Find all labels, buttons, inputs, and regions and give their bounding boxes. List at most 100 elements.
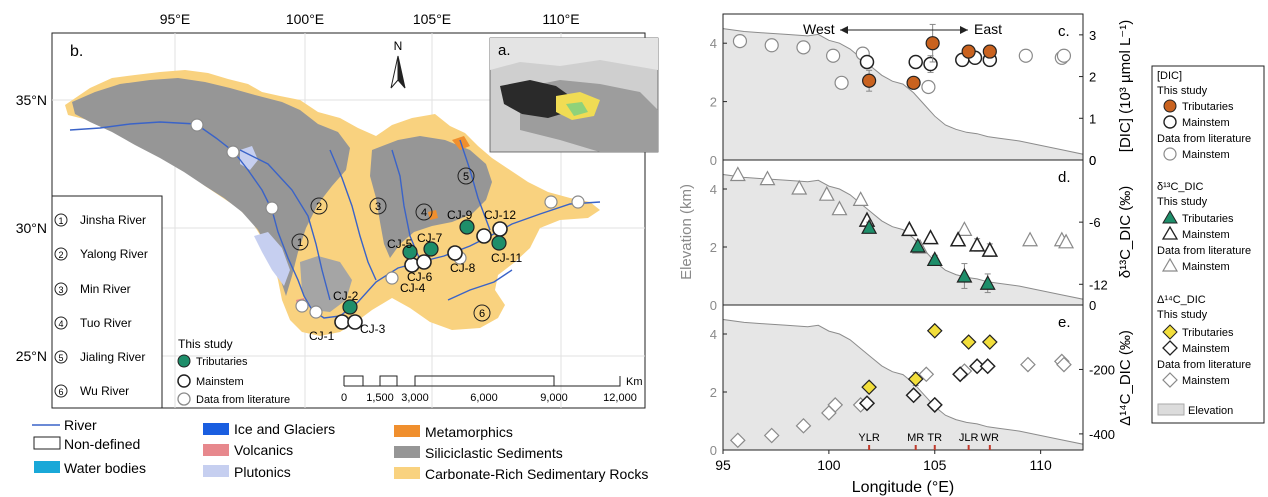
- svg-text:N: N: [394, 39, 403, 53]
- svg-text:6: 6: [479, 308, 485, 320]
- literature-point: [1020, 356, 1036, 373]
- y-tick-label: 3: [1089, 28, 1096, 43]
- tributary-point: [861, 219, 878, 234]
- svg-text:Tributaries: Tributaries: [1182, 327, 1234, 339]
- mainstem-point: [968, 236, 986, 252]
- svg-text:4: 4: [58, 319, 63, 329]
- lat-tick-30: 30°N: [16, 220, 47, 236]
- svg-text:Tributaries: Tributaries: [1182, 101, 1234, 113]
- literature-point: [729, 166, 746, 182]
- literature-point: [852, 191, 869, 206]
- svg-text:5: 5: [463, 171, 469, 183]
- svg-text:6,000: 6,000: [470, 392, 498, 404]
- literature-point: [826, 48, 841, 63]
- mainstem-point: [969, 358, 986, 375]
- lon-tick-110: 110°E: [542, 11, 579, 27]
- literature-point: [1056, 48, 1072, 63]
- lat-tick-25: 25°N: [16, 348, 47, 364]
- svg-text:CJ-4: CJ-4: [400, 281, 426, 295]
- geology-legend: River Non-defined Water bodies Ice and G…: [32, 417, 648, 482]
- d14c-axis-label: Δ¹⁴C_DIC (‰): [1117, 330, 1134, 426]
- literature-point: [732, 34, 748, 49]
- svg-text:Elevation: Elevation: [1188, 405, 1233, 417]
- svg-text:[DIC]: [DIC]: [1157, 70, 1182, 82]
- west-label: West: [803, 21, 835, 37]
- literature-point: [796, 40, 811, 55]
- svg-text:Non-defined: Non-defined: [64, 436, 140, 452]
- svg-text:CJ-5: CJ-5: [387, 237, 413, 251]
- river-list: 1 Jinsha River 2 Yalong River 3 Min River 4…: [51, 195, 163, 409]
- svg-text:CJ-12: CJ-12: [484, 208, 516, 222]
- tributary-point: [981, 334, 998, 350]
- elev-tick-label: 2: [710, 95, 717, 110]
- chart-static-labels: West East Longitude (°E) Elevation (km) …: [678, 20, 1134, 496]
- confluence-label: JLR: [959, 432, 979, 444]
- y-tick-label: -400: [1089, 427, 1115, 442]
- literature-point: [795, 417, 812, 434]
- tributary-point: [906, 75, 921, 90]
- svg-text:3: 3: [58, 285, 63, 295]
- x-tick-label: 110: [1029, 457, 1052, 473]
- east-label: East: [974, 21, 1002, 37]
- svg-text:Mainstem: Mainstem: [1182, 375, 1230, 387]
- svg-text:Mainstem: Mainstem: [1182, 343, 1230, 355]
- elev-tick-label: 0: [710, 153, 717, 168]
- elev-tick-label: 0: [710, 443, 717, 458]
- lon-tick-100: 100°E: [286, 11, 324, 27]
- svg-text:Data from literature: Data from literature: [196, 394, 290, 406]
- literature-point: [1018, 48, 1033, 63]
- site-labels: CJ-1 CJ-2 CJ-3 CJ-4 CJ-5 CJ-6 CJ-7 CJ-8 …: [309, 208, 522, 343]
- svg-text:This study: This study: [178, 337, 233, 351]
- tributary-point: [961, 44, 976, 59]
- svg-text:0: 0: [341, 392, 347, 404]
- river-name-5: Jialing River: [80, 350, 145, 364]
- basin-siliciclastic-west: [72, 78, 350, 296]
- x-tick-label: 95: [715, 457, 731, 473]
- basin-siliciclastic-sichuan: [370, 136, 492, 258]
- literature-sites: [190, 118, 585, 319]
- svg-text:Volcanics: Volcanics: [234, 442, 293, 458]
- tributary-point: [956, 267, 973, 283]
- panel-title-d: d.: [1058, 169, 1071, 186]
- confluence-label: YLR: [858, 432, 879, 444]
- mainstem-point: [952, 366, 969, 383]
- y-tick-label: -6: [1089, 215, 1101, 230]
- svg-text:Mainstem: Mainstem: [1182, 229, 1230, 241]
- d13c-axis-label: δ¹³C_DIC (‰): [1117, 186, 1134, 279]
- svg-text:Siliciclastic Sediments: Siliciclastic Sediments: [425, 445, 563, 461]
- svg-text:Tributaries: Tributaries: [1182, 213, 1234, 225]
- svg-text:CJ-9: CJ-9: [447, 208, 473, 222]
- elevation-axis-label: Elevation (km): [678, 184, 695, 280]
- river-name-6: Wu River: [80, 384, 129, 398]
- tributary-point: [862, 73, 877, 88]
- x-tick-label: 105: [923, 457, 947, 473]
- tributary-point: [926, 251, 943, 267]
- side-legend: [DIC] This study Tributaries Mainstem Da…: [1151, 65, 1265, 424]
- svg-text:Mainstem: Mainstem: [1182, 117, 1230, 129]
- river-name-3: Min River: [80, 282, 131, 296]
- x-axis-label: Longitude (°E): [852, 479, 954, 496]
- literature-point: [818, 185, 835, 201]
- tributary-point: [861, 379, 877, 396]
- literature-point: [759, 170, 776, 186]
- lon-tick-105: 105°E: [413, 11, 451, 27]
- svg-text:River: River: [64, 417, 97, 433]
- svg-text:6: 6: [58, 387, 63, 397]
- literature-point: [831, 200, 848, 216]
- svg-text:Mainstem: Mainstem: [1182, 261, 1230, 273]
- y-tick-label: 0: [1089, 298, 1096, 313]
- literature-point: [1022, 231, 1039, 247]
- svg-text:2: 2: [316, 201, 322, 213]
- west-east-arrow-icon: [840, 26, 968, 34]
- literature-point: [764, 38, 779, 53]
- elev-tick-label: 4: [710, 182, 717, 197]
- elevation-area-c: [722, 28, 1084, 161]
- elevation-area-e: [722, 318, 1084, 451]
- svg-text:Km: Km: [626, 376, 643, 388]
- literature-point: [1056, 356, 1072, 373]
- svg-text:δ¹³C_DIC: δ¹³C_DIC: [1157, 181, 1204, 193]
- svg-text:Data from literature: Data from literature: [1157, 133, 1251, 145]
- svg-text:CJ-11: CJ-11: [491, 251, 522, 265]
